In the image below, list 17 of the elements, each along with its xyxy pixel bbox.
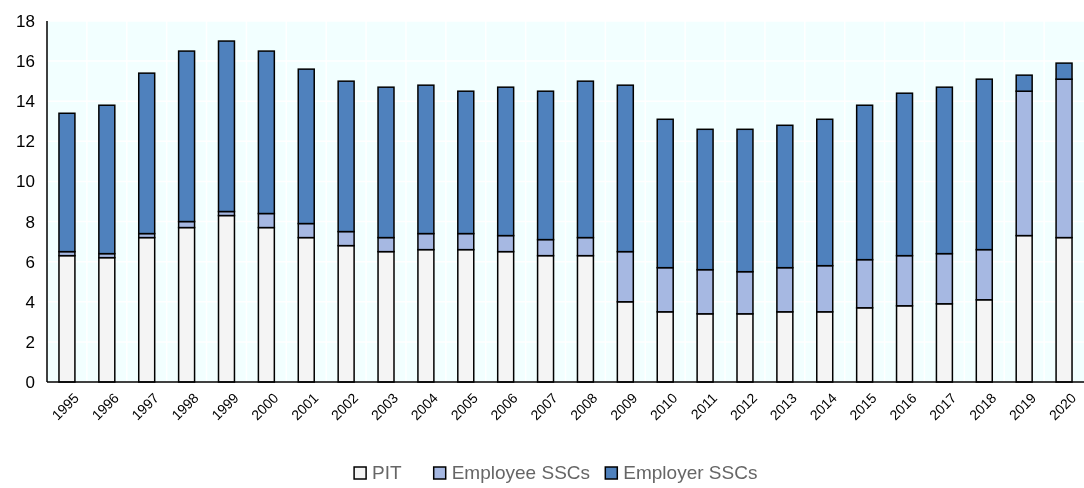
y-tick-label: 4 (25, 292, 35, 312)
y-tick-label: 10 (16, 172, 35, 192)
legend-label: PIT (372, 462, 403, 483)
y-tick-label: 2 (25, 332, 35, 352)
y-tick-label: 0 (25, 372, 35, 392)
y-tick-label: 6 (25, 252, 35, 272)
bar (58, 112, 76, 253)
y-tick-label: 12 (16, 132, 35, 152)
y-tick-label: 18 (16, 11, 35, 31)
bar (217, 40, 236, 213)
y-tick-label: 16 (16, 52, 35, 72)
y-tick-label: 14 (16, 92, 35, 112)
bar (137, 72, 156, 235)
y-tick-label: 8 (25, 212, 35, 232)
legend-label: Employer SSCs (623, 462, 758, 483)
legend-label: Employee SSCs (451, 462, 591, 483)
bar (98, 104, 116, 255)
